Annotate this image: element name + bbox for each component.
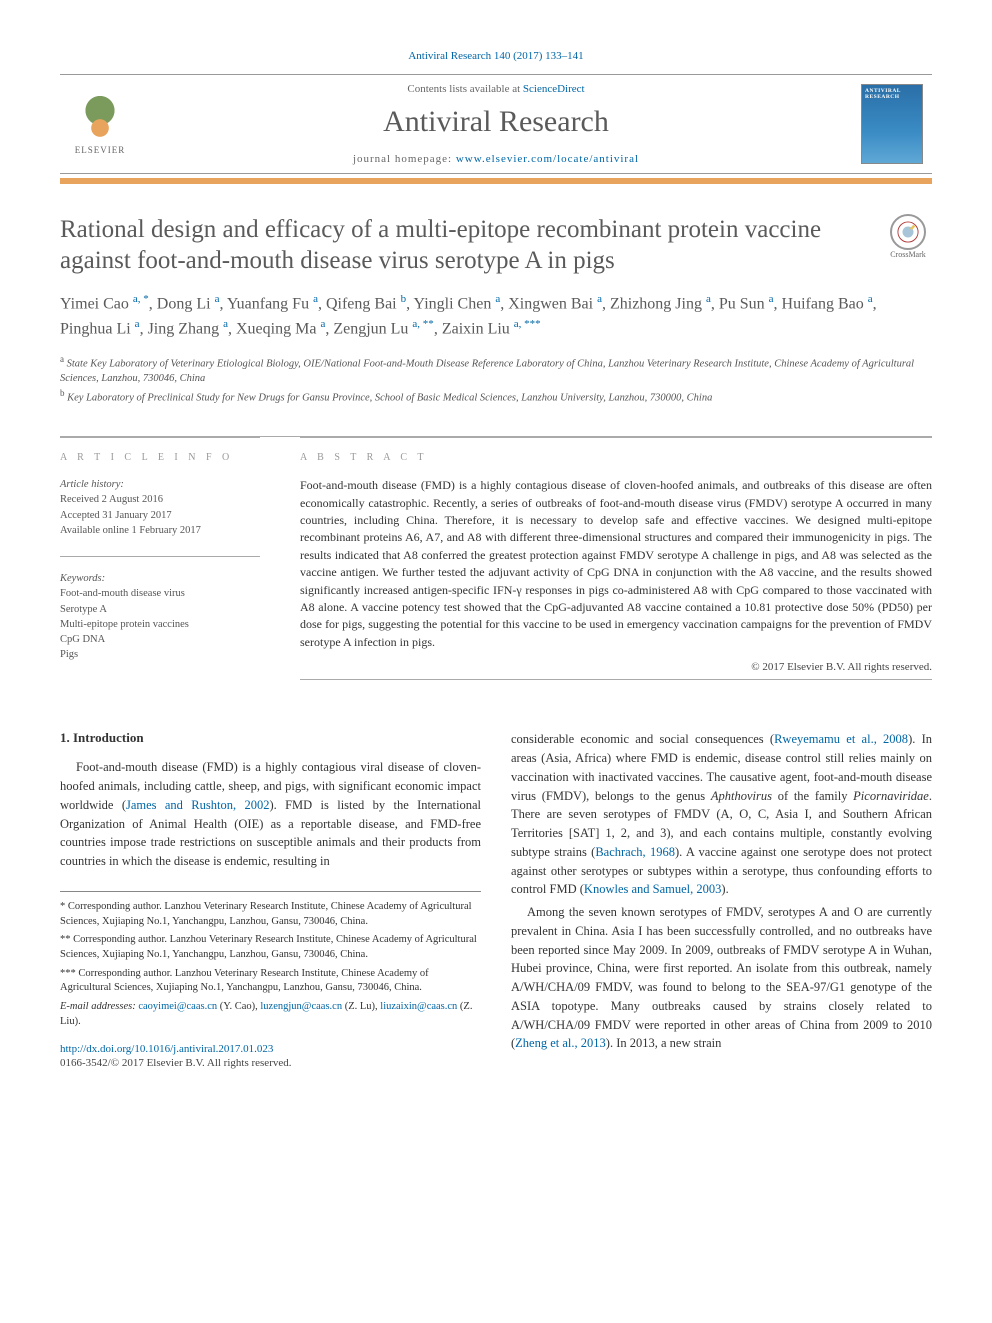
keyword-0: Foot-and-mouth disease virus <box>60 586 260 601</box>
accent-bar <box>60 178 932 184</box>
journal-cover-thumbnail[interactable]: ANTIVIRAL RESEARCH <box>861 84 923 164</box>
email-label: E-mail addresses: <box>60 1001 136 1012</box>
body-column-left: 1. Introduction Foot-and-mouth disease (… <box>60 730 481 1069</box>
email-addresses: E-mail addresses: caoyimei@caas.cn (Y. C… <box>60 1000 481 1029</box>
body-column-right: considerable economic and social consequ… <box>511 730 932 1069</box>
affiliation-a: a State Key Laboratory of Veterinary Eti… <box>60 353 932 387</box>
genus-name: Aphthovirus <box>711 789 772 803</box>
abstract-column: A B S T R A C T Foot-and-mouth disease (… <box>300 437 932 680</box>
affiliation-b: b Key Laboratory of Preclinical Study fo… <box>60 387 932 406</box>
cite-james-rushton[interactable]: James and Rushton, 2002 <box>126 798 269 812</box>
col2-para-1: considerable economic and social consequ… <box>511 730 932 899</box>
homepage-label: journal homepage: <box>353 153 456 165</box>
cite-zheng[interactable]: Zheng et al., 2013 <box>515 1036 606 1050</box>
journal-name: Antiviral Research <box>140 105 852 139</box>
keyword-4: Pigs <box>60 647 260 662</box>
article-title: Rational design and efficacy of a multi-… <box>60 214 864 277</box>
corresponding-2: ** Corresponding author. Lanzhou Veterin… <box>60 933 481 962</box>
article-info-column: A R T I C L E I N F O Article history: R… <box>60 437 260 680</box>
keyword-2: Multi-epitope protein vaccines <box>60 617 260 632</box>
history-accepted: Accepted 31 January 2017 <box>60 508 260 523</box>
email-name-1: (Y. Cao), <box>217 1001 260 1012</box>
c2p2-pre: Among the seven known serotypes of FMDV,… <box>511 905 932 1050</box>
email-lu[interactable]: luzengjun@caas.cn <box>260 1001 342 1012</box>
affiliations: a State Key Laboratory of Veterinary Eti… <box>60 353 932 406</box>
email-name-2: (Z. Lu), <box>342 1001 380 1012</box>
intro-para-1: Foot-and-mouth disease (FMD) is a highly… <box>60 758 481 871</box>
keywords-label: Keywords: <box>60 571 260 586</box>
intro-heading: 1. Introduction <box>60 730 481 746</box>
keyword-3: CpG DNA <box>60 632 260 647</box>
c2p1-mid2: of the family <box>772 789 853 803</box>
c2p1-pre: considerable economic and social consequ… <box>511 732 774 746</box>
journal-homepage: journal homepage: www.elsevier.com/locat… <box>140 153 852 165</box>
email-liu[interactable]: liuzaixin@caas.cn <box>380 1001 457 1012</box>
header-citation: Antiviral Research 140 (2017) 133–141 <box>60 50 932 62</box>
divider <box>60 556 260 557</box>
abstract-copyright: © 2017 Elsevier B.V. All rights reserved… <box>300 661 932 673</box>
contents-available: Contents lists available at ScienceDirec… <box>140 83 852 95</box>
col2-para-2: Among the seven known serotypes of FMDV,… <box>511 903 932 1053</box>
elsevier-label: ELSEVIER <box>75 145 126 155</box>
cite-knowles-samuel[interactable]: Knowles and Samuel, 2003 <box>584 882 721 896</box>
sciencedirect-link[interactable]: ScienceDirect <box>523 83 585 95</box>
cite-bachrach[interactable]: Bachrach, 1968 <box>595 845 675 859</box>
email-cao[interactable]: caoyimei@caas.cn <box>138 1001 217 1012</box>
family-name: Picornaviridae <box>853 789 929 803</box>
cite-rweyemamu[interactable]: Rweyemamu et al., 2008 <box>774 732 908 746</box>
abstract-bottom-rule <box>300 679 932 680</box>
c2p1-end: ). <box>721 882 728 896</box>
abstract-heading: A B S T R A C T <box>300 452 932 463</box>
footnotes: * Corresponding author. Lanzhou Veterina… <box>60 891 481 1030</box>
keywords-block: Keywords: Foot-and-mouth disease virus S… <box>60 571 260 662</box>
history-received: Received 2 August 2016 <box>60 492 260 507</box>
issn-copyright: 0166-3542/© 2017 Elsevier B.V. All right… <box>60 1057 481 1069</box>
corresponding-1: * Corresponding author. Lanzhou Veterina… <box>60 900 481 929</box>
article-info-heading: A R T I C L E I N F O <box>60 452 260 463</box>
elsevier-tree-icon <box>75 93 125 143</box>
history-label: Article history: <box>60 477 260 492</box>
masthead: ELSEVIER Contents lists available at Sci… <box>60 74 932 174</box>
c2p2-end: ). In 2013, a new strain <box>606 1036 722 1050</box>
doi-link[interactable]: http://dx.doi.org/10.1016/j.antiviral.20… <box>60 1043 481 1055</box>
article-history: Article history: Received 2 August 2016 … <box>60 477 260 538</box>
crossmark-icon <box>897 221 919 243</box>
keyword-1: Serotype A <box>60 602 260 617</box>
crossmark-label: CrossMark <box>890 250 926 259</box>
homepage-link[interactable]: www.elsevier.com/locate/antiviral <box>456 153 639 165</box>
elsevier-logo[interactable]: ELSEVIER <box>70 89 130 159</box>
abstract-text: Foot-and-mouth disease (FMD) is a highly… <box>300 477 932 651</box>
crossmark-badge[interactable]: CrossMark <box>884 214 932 259</box>
corresponding-3: *** Corresponding author. Lanzhou Veteri… <box>60 967 481 996</box>
contents-prefix: Contents lists available at <box>407 83 522 95</box>
history-online: Available online 1 February 2017 <box>60 523 260 538</box>
authors-list: Yimei Cao a, *, Dong Li a, Yuanfang Fu a… <box>60 291 932 342</box>
cover-title: ANTIVIRAL RESEARCH <box>865 88 919 100</box>
